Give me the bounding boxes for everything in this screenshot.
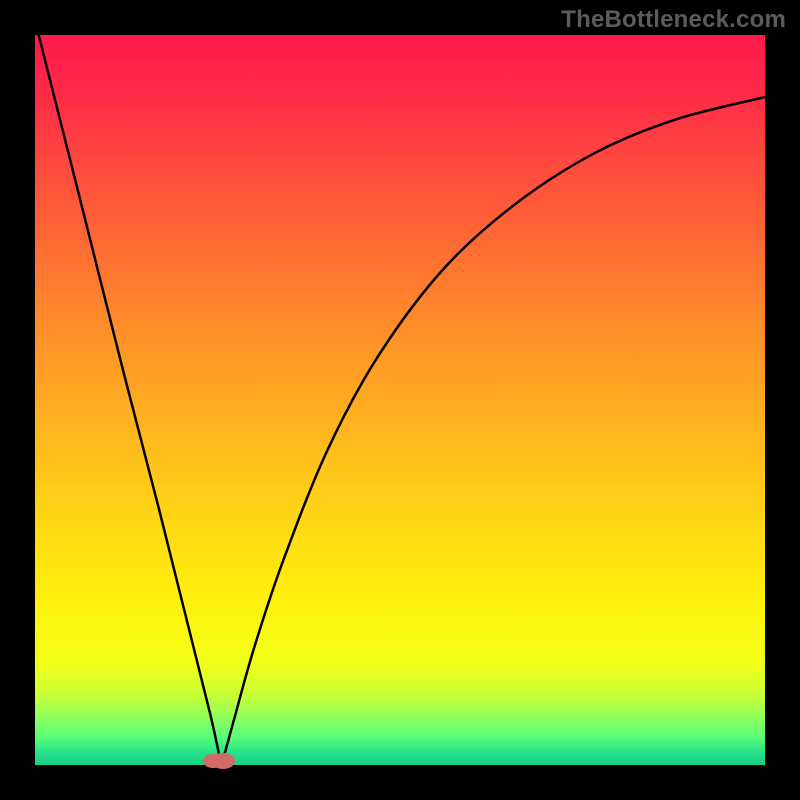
chart-frame: TheBottleneck.com: [0, 0, 800, 800]
minimum-marker-1: [203, 754, 223, 768]
marker-container: [35, 35, 765, 765]
watermark-text: TheBottleneck.com: [561, 6, 786, 34]
plot-area: [35, 35, 765, 765]
